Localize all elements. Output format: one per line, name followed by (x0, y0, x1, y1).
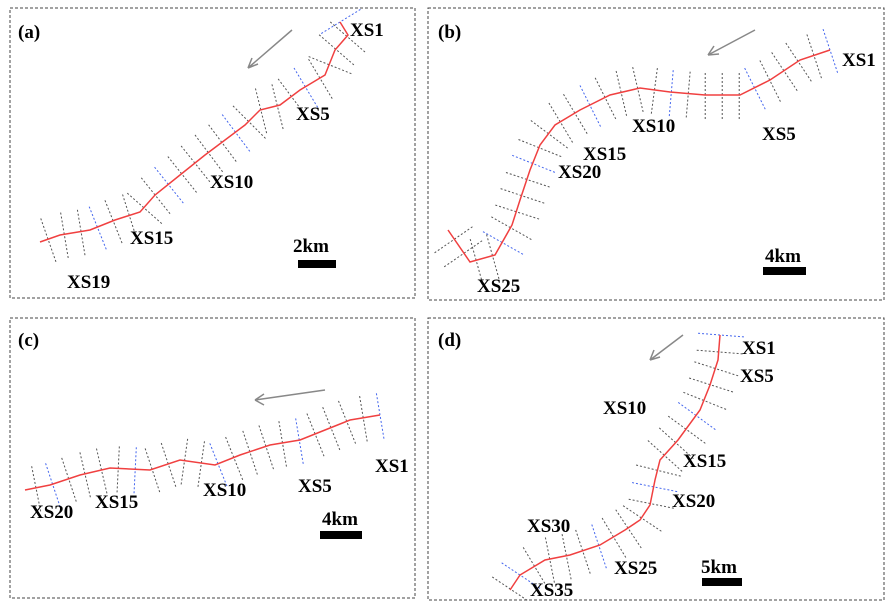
panel-label: (b) (438, 22, 461, 43)
section-label: XS25 (477, 276, 520, 297)
section-label: XS5 (740, 366, 774, 387)
section-label: XS10 (603, 398, 646, 419)
scale-label: 5km (701, 557, 737, 578)
river (40, 22, 348, 242)
scale-label: 4km (322, 509, 358, 530)
section-label: XS10 (210, 172, 253, 193)
section-label: XS1 (375, 456, 409, 477)
panel-frame (428, 8, 884, 300)
scale-bars (298, 260, 806, 586)
section-label: XS10 (203, 480, 246, 501)
section-label: XS10 (632, 116, 675, 137)
scale-label: 2km (293, 236, 329, 257)
panel-frame (10, 318, 415, 598)
section-label: XS20 (558, 162, 601, 183)
river (448, 50, 830, 262)
section-label: XS15 (683, 451, 726, 472)
section-label: XS1 (842, 50, 876, 71)
panel-label: (d) (438, 330, 461, 351)
section-label: XS20 (30, 502, 73, 523)
panel-label: (a) (18, 22, 40, 43)
figure: (a) XS1 XS5 XS10 XS15 XS19 2km (b) XS1 X… (0, 0, 885, 601)
section-label: XS5 (296, 104, 330, 125)
flow-arrows (248, 30, 755, 405)
section-label: XS15 (95, 492, 138, 513)
panel-frame (10, 8, 415, 298)
section-label: XS20 (672, 491, 715, 512)
section-label: XS5 (298, 476, 332, 497)
section-label: XS30 (527, 516, 570, 537)
section-label: XS1 (350, 20, 384, 41)
cross-sections (31, 9, 837, 601)
section-label: XS1 (742, 338, 776, 359)
section-label: XS35 (530, 580, 573, 601)
section-label: XS5 (762, 124, 796, 145)
scale-label: 4km (765, 246, 801, 267)
panel-label: (c) (18, 330, 39, 351)
section-label: XS15 (130, 228, 173, 249)
section-label: XS19 (67, 272, 110, 293)
section-label: XS25 (614, 558, 657, 579)
